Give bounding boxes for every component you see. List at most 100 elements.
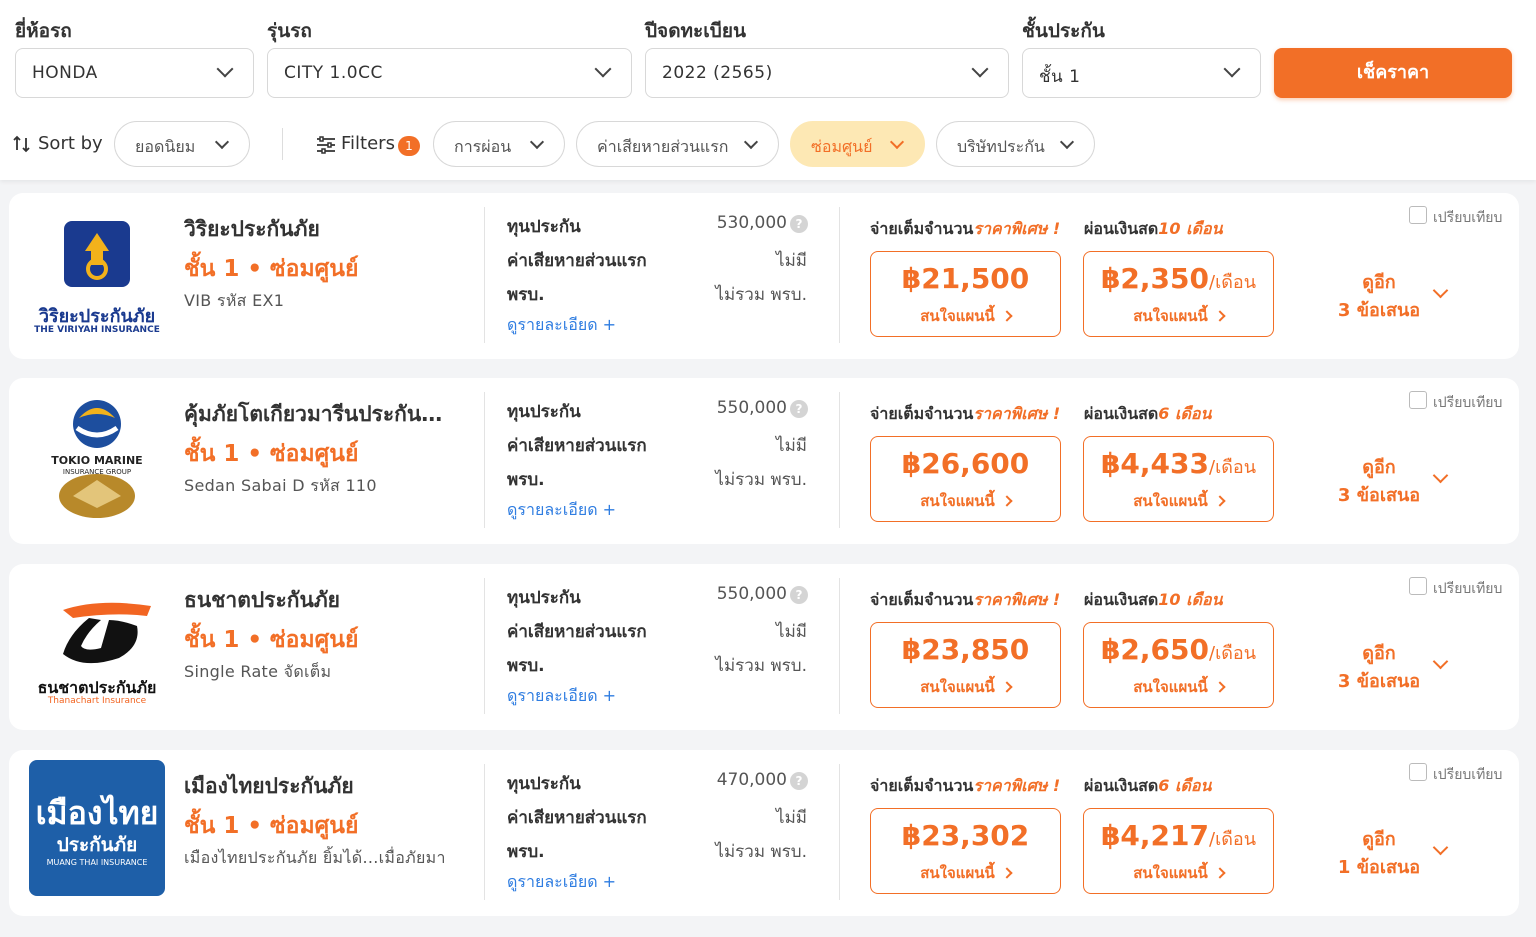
interested-cta: สนใจแผนนี้ [871,489,1060,513]
compulsory-value: ไม่รวม พรบ. [715,842,807,862]
deductible-value: ไม่มี [776,622,807,642]
filters-icon[interactable] [316,136,336,154]
compare-label: เปรียบเทียบ [1433,767,1503,783]
installment-price-button[interactable]: ฿4,433/เดือน สนใจแผนนี้ [1083,436,1274,522]
sort-icon[interactable] [12,134,32,154]
chevron-right-icon [1214,495,1226,507]
full-price-button[interactable]: ฿26,600 สนใจแผนนี้ [870,436,1061,522]
deductible-value: ไม่มี [776,251,807,271]
interested-cta: สนใจแผนนี้ [1084,304,1273,328]
year-select[interactable]: 2022 (2565) [645,48,1009,98]
view-details-link[interactable]: ดูรายละเอียด + [507,686,617,705]
view-details-link[interactable]: ดูรายละเอียด + [507,500,617,519]
full-pay-header: จ่ายเต็มจำนวนราคาพิเศษ ! [870,217,1060,242]
chevron-down-icon [1223,60,1241,78]
full-pay-header: จ่ายเต็มจำนวนราคาพิเศษ ! [870,402,1060,427]
installment-months: 6 เดือน [1158,404,1212,423]
sort-label: Sort by [38,133,103,154]
interested-label: สนใจแผนนี้ [920,678,995,696]
logo-subtext: INSURANCE GROUP [62,468,132,476]
company-name[interactable]: คุ้มภัยโตเกียวมารีนประกัน... [184,402,444,426]
divider [839,578,840,714]
divider [839,207,840,343]
interested-cta: สนใจแผนนี้ [1084,861,1273,885]
help-icon[interactable]: ? [790,215,808,233]
chevron-right-icon [1001,681,1013,693]
filter-pill-deductible[interactable]: ค่าเสียหายส่วนแรก [576,121,779,167]
class-value: ชั้น 1 [1039,67,1081,87]
filters-button[interactable]: Filters [341,133,395,154]
compare-checkbox[interactable] [1409,763,1427,781]
sort-select[interactable]: ยอดนิยม [114,121,250,167]
check-price-button[interactable]: เช็คราคา [1274,48,1512,98]
monthly-price: ฿2,650 [1100,633,1210,666]
company-logo: วิริยะประกันภัย THE VIRIYAH INSURANCE [29,203,165,339]
interested-cta: สนใจแผนนี้ [1084,489,1273,513]
help-icon[interactable]: ? [790,586,808,604]
compulsory-label: พรบ. [507,470,545,490]
installment-price-button[interactable]: ฿4,217/เดือน สนใจแผนนี้ [1083,808,1274,894]
model-select[interactable]: CITY 1.0CC [267,48,632,98]
compare-label: เปรียบเทียบ [1433,210,1503,226]
model-value: CITY 1.0CC [284,63,383,83]
logo-subtext: THE VIRIYAH INSURANCE [34,325,160,335]
chevron-down-icon [889,134,905,150]
installment-months: 6 เดือน [1158,776,1212,795]
installment-price-button[interactable]: ฿2,650/เดือน สนใจแผนนี้ [1083,622,1274,708]
see-more-label: ดูอีก [1362,829,1396,850]
chevron-down-icon [971,60,989,78]
filter-pill-label: การผ่อน [454,137,512,156]
filter-pill-company[interactable]: บริษัทประกัน [936,121,1095,167]
filter-pill-dealer-repair[interactable]: ซ่อมศูนย์ [790,121,925,167]
divider [484,207,485,343]
compare-label: เปรียบเทียบ [1433,395,1503,411]
installment-header: ผ่อนเงินสด6 เดือน [1084,774,1211,799]
filter-pill-installment[interactable]: การผ่อน [433,121,565,167]
see-more-offers[interactable]: ดูอีก 3 ข้อเสนอ [1319,640,1439,696]
sort-value: ยอดนิยม [135,137,196,156]
filters-count-badge: 1 [398,136,420,156]
interested-label: สนใจแผนนี้ [920,492,995,510]
chevron-down-icon [216,60,234,78]
see-more-label: ดูอีก [1362,457,1396,478]
class-select[interactable]: ชั้น 1 [1022,48,1261,98]
compulsory-label: พรบ. [507,842,545,862]
logo-text-2: ประกันภัย [56,834,138,856]
full-pay-label: จ่ายเต็มจำนวน [870,776,974,795]
monthly-price-line: ฿2,650/เดือน [1084,633,1273,667]
full-price-button[interactable]: ฿23,850 สนใจแผนนี้ [870,622,1061,708]
compulsory-value: ไม่รวม พรบ. [715,285,807,305]
compare-checkbox[interactable] [1409,206,1427,224]
see-more-offers[interactable]: ดูอีก 3 ข้อเสนอ [1319,454,1439,510]
company-name[interactable]: เมืองไทยประกันภัย [184,774,354,798]
help-icon[interactable]: ? [790,400,808,418]
compare-checkbox[interactable] [1409,577,1427,595]
full-price-button[interactable]: ฿23,302 สนใจแผนนี้ [870,808,1061,894]
chevron-right-icon [1214,867,1226,879]
company-name[interactable]: ธนชาตประกันภัย [184,588,340,612]
interested-cta: สนใจแผนนี้ [871,675,1060,699]
interested-label: สนใจแผนนี้ [1133,864,1208,882]
see-more-offers[interactable]: ดูอีก 3 ข้อเสนอ [1319,269,1439,325]
view-details-link[interactable]: ดูรายละเอียด + [507,872,617,891]
see-more-label: ดูอีก [1362,272,1396,293]
full-price: ฿26,600 [901,447,1030,480]
full-price-button[interactable]: ฿21,500 สนใจแผนนี้ [870,251,1061,337]
tier-label: ชั้น 1 • ซ่อมศูนย์ [184,441,359,467]
installment-header: ผ่อนเงินสด10 เดือน [1084,588,1223,613]
offer-card: TOKIO MARINE INSURANCE GROUP คุ้มภัยโตเก… [9,378,1519,544]
chevron-right-icon [1001,310,1013,322]
compare-checkbox[interactable] [1409,391,1427,409]
see-more-offers[interactable]: ดูอีก 1 ข้อเสนอ [1319,826,1439,882]
company-logo: เมืองไทย ประกันภัย MUANG THAI INSURANCE [29,760,165,896]
installment-price-button[interactable]: ฿2,350/เดือน สนใจแผนนี้ [1083,251,1274,337]
year-value: 2022 (2565) [662,63,773,83]
filter-pill-label: บริษัทประกัน [957,137,1045,156]
company-name[interactable]: วิริยะประกันภัย [184,217,320,241]
brand-select[interactable]: HONDA [15,48,254,98]
help-icon[interactable]: ? [790,772,808,790]
monthly-price: ฿4,433 [1100,447,1210,480]
full-pay-label: จ่ายเต็มจำนวน [870,590,974,609]
monthly-price: ฿2,350 [1100,262,1210,295]
view-details-link[interactable]: ดูรายละเอียด + [507,315,617,334]
